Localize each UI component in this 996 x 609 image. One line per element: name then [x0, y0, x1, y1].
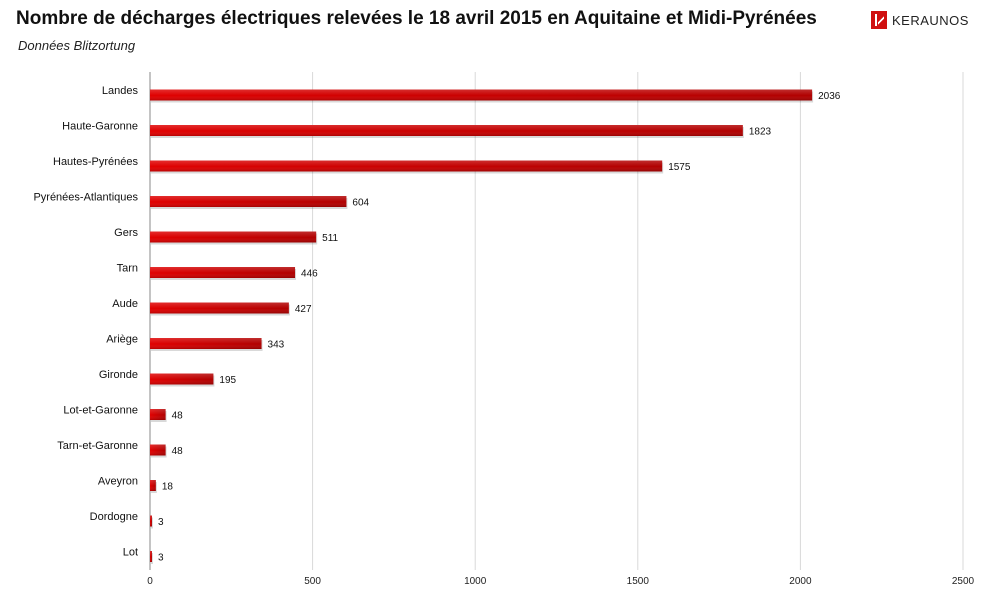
- category-label: Tarn: [117, 263, 138, 275]
- bar-highlight: [150, 409, 166, 420]
- category-label: Aude: [112, 298, 138, 310]
- category-label: Pyrénées-Atlantiques: [33, 192, 138, 204]
- x-tick-label: 2000: [789, 576, 812, 587]
- x-axis: 0 500 1000 1500 2000 2500: [147, 72, 975, 587]
- category-label: Tarn-et-Garonne: [57, 440, 138, 452]
- data-label: 446: [301, 269, 318, 280]
- bar-highlight: [150, 302, 289, 314]
- category-label: Aveyron: [98, 476, 138, 488]
- category-label: Dordogne: [90, 511, 138, 523]
- data-label: 1575: [668, 162, 691, 173]
- bar-highlight: [150, 196, 347, 207]
- category-label: Haute-Garonne: [62, 121, 138, 133]
- data-label: 18: [162, 482, 174, 493]
- category-label: Hautes-Pyrénées: [53, 156, 138, 168]
- chart-title: Nombre de décharges électriques relevées…: [16, 8, 817, 29]
- keraunos-logo-icon: [871, 11, 887, 29]
- brand-logo: KERAUNOS: [871, 10, 969, 30]
- bar-highlight: [150, 267, 296, 278]
- bar-highlight: [150, 338, 262, 349]
- data-label: 3: [158, 517, 164, 528]
- data-label: 511: [322, 233, 338, 244]
- category-label: Gironde: [99, 369, 138, 381]
- bar-highlight: [150, 125, 743, 136]
- category-label: Landes: [102, 85, 139, 97]
- x-tick-label: 0: [147, 576, 153, 587]
- data-label: 2036: [818, 91, 841, 102]
- data-label: 3: [158, 553, 164, 564]
- gridlines: [149, 72, 964, 570]
- brand-name: KERAUNOS: [892, 12, 969, 28]
- bar-highlight: [150, 480, 156, 491]
- bar-highlight: [150, 373, 214, 385]
- x-tick-label: 1000: [464, 576, 487, 587]
- data-label: 427: [295, 304, 312, 315]
- data-label: 343: [268, 340, 285, 351]
- x-tick-label: 1500: [627, 576, 650, 587]
- data-label: 48: [172, 446, 184, 457]
- data-label: 48: [172, 411, 184, 422]
- x-tick-label: 500: [304, 576, 321, 587]
- bar-highlight: [150, 515, 152, 527]
- data-label: 604: [352, 198, 369, 209]
- x-tick-label: 2500: [952, 576, 975, 587]
- bar-highlight: [150, 444, 166, 456]
- bar-highlight: [150, 551, 152, 562]
- chart-subtitle: Données Blitzortung: [18, 38, 136, 53]
- bars: 2036 1823 1575 604 511 446 427 343 195 48 48 18 3 3: [150, 89, 841, 564]
- category-labels: Landes Haute-Garonne Hautes-Pyrénées Pyréné…: [33, 85, 138, 559]
- category-label: Gers: [114, 227, 138, 239]
- bar-highlight: [150, 89, 813, 101]
- category-label: Lot: [123, 547, 138, 559]
- bar-highlight: [150, 160, 663, 172]
- bar-highlight: [150, 231, 317, 243]
- data-label: 1823: [749, 127, 772, 138]
- category-label: Ariège: [106, 334, 138, 346]
- category-label: Lot-et-Garonne: [63, 405, 138, 417]
- data-label: 195: [219, 375, 236, 386]
